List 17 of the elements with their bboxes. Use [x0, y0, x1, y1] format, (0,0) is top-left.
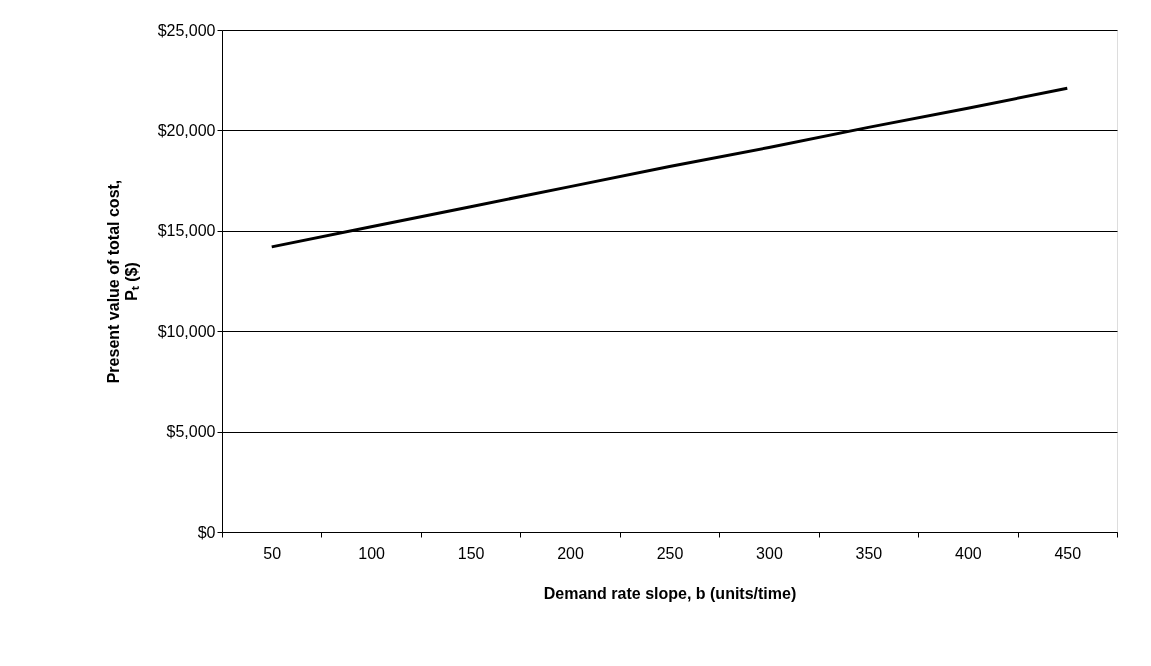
y-axis-title: Present value of total cost, Pₜ ($) — [104, 179, 140, 384]
x-tick-label: 100 — [358, 544, 386, 562]
y-tick-label: $0 — [197, 523, 216, 541]
x-tick-label: 350 — [855, 544, 883, 562]
x-tick-label: 450 — [1054, 544, 1082, 562]
x-tick-label: 300 — [756, 544, 783, 562]
x-tick-label: 250 — [656, 544, 684, 562]
y-tick-label: $15,000 — [157, 222, 216, 240]
x-axis-title: Demand rate slope, b (units/time) — [543, 584, 797, 602]
x-tick-label: 400 — [954, 544, 982, 562]
x-tick-label: 50 — [263, 544, 282, 562]
y-tick-label: $25,000 — [157, 21, 216, 39]
x-tick-label: 150 — [457, 544, 485, 562]
y-tick-label: $10,000 — [157, 322, 216, 340]
y-tick-label: $5,000 — [166, 423, 216, 441]
x-tick-label: 200 — [557, 544, 584, 562]
y-tick-label: $20,000 — [157, 121, 216, 139]
